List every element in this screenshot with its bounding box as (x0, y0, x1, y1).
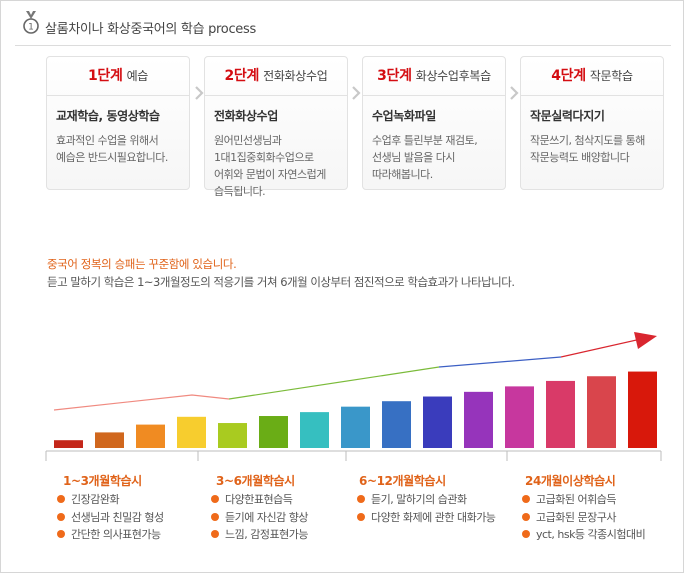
bullet-icon (357, 495, 365, 503)
bullet-icon (57, 530, 65, 538)
step-number: 2단계 (224, 68, 260, 84)
step-subtitle: 작문실력다지기 (530, 109, 605, 123)
step-card-3: 3단계 화상수업후복습 수업녹화파일 수업후 틀린부분 재검토, 선생님 발음을 … (362, 56, 506, 190)
trend-line-segment-1 (53, 394, 230, 411)
step-description: 수업후 틀린부분 재검토, 선생님 발음을 다시 따라해봅니다. (372, 134, 478, 181)
chart-bar-2 (95, 432, 124, 448)
phase-title-3: 6~12개월학습시 (359, 474, 446, 488)
chart-bar-5 (218, 423, 247, 448)
step-card-4: 4단계 작문학습 작문실력다지기 작문쓰기, 첨삭지도를 통해 작문능력도 배양합… (520, 56, 664, 190)
chart-bar-7 (300, 412, 329, 448)
chart-bar-10 (423, 396, 452, 448)
step-header: 4단계 작문학습 (521, 57, 663, 96)
list-item: 다양한 화제에 관한 대화가능 (357, 509, 496, 527)
chart-bar-13 (546, 380, 575, 448)
step-subtitle: 전화화상수업 (214, 109, 278, 123)
chevron-right-icon (195, 86, 204, 100)
step-header: 3단계 화상수업후복습 (363, 57, 505, 96)
page-title: 살롬차이나 화상중국어의 학습 process (45, 22, 256, 37)
step-name: 예습 (126, 69, 149, 83)
phase-title-1: 1~3개월학습시 (63, 474, 142, 488)
trend-line-segment-2 (228, 366, 440, 400)
list-item: 고급화된 어휘습득 (522, 491, 645, 509)
phase-list-3: 듣기, 말하기의 습관화 다양한 화제에 관한 대화가능 (357, 491, 496, 527)
bullet-icon (211, 495, 219, 503)
phase-separators (45, 451, 662, 461)
list-item: 긴장감완화 (57, 491, 164, 509)
list-item: 고급화된 문장구사 (522, 509, 645, 527)
chart-bar-3 (136, 424, 165, 448)
chart-bar-4 (177, 416, 206, 448)
svg-text:1: 1 (28, 23, 34, 33)
phase-list-1: 긴장감완화 선생님과 친밀감 형성 간단한 의사표현가능 (57, 491, 164, 544)
step-header: 2단계 전화화상수업 (205, 57, 347, 96)
list-item: 듣기, 말하기의 습관화 (357, 491, 495, 509)
list-item: 선생님과 친밀감 형성 (57, 509, 164, 527)
list-item: 듣기에 자신감 향상 (211, 509, 308, 527)
intro-highlight: 중국어 정복의 승패는 꾸준함에 있습니다. (47, 257, 237, 271)
chart-bar-1 (54, 440, 83, 448)
bullet-icon (57, 512, 65, 521)
chart-bar-11 (464, 391, 493, 448)
bullet-icon (522, 495, 530, 503)
phase-list-2: 다양한표현습득 듣기에 자신감 향상 느낌, 감정표현가능 (211, 491, 308, 544)
list-item: 간단한 의사표현가능 (57, 526, 164, 544)
step-name: 작문학습 (589, 69, 633, 83)
trend-line-segment-3 (438, 356, 562, 368)
phase-list-4: 고급화된 어휘습득 고급화된 문장구사 yct, hsk등 각종시험대비 (522, 491, 646, 544)
chart-bar-8 (341, 406, 370, 448)
step-description: 효과적인 수업을 위해서 예습은 반드시필요합니다. (56, 134, 168, 164)
list-item: 느낌, 감정표현가능 (211, 526, 308, 544)
step-name: 전화화상수업 (263, 69, 328, 83)
list-item: 다양한표현습득 (211, 491, 308, 509)
step-number: 3단계 (377, 68, 412, 84)
step-subtitle: 교재학습, 동영상학습 (56, 109, 160, 123)
chevron-right-icon (510, 86, 519, 100)
phase-title-4: 24개월이상학습시 (525, 474, 616, 488)
bullet-icon (211, 530, 219, 538)
step-header: 1단계 예습 (47, 57, 189, 96)
bullet-icon (357, 512, 365, 521)
list-item: yct, hsk등 각종시험대비 (522, 526, 646, 544)
chart-bar-12 (505, 386, 534, 448)
chevron-right-icon (352, 86, 361, 100)
bullet-icon (522, 530, 530, 538)
medal-icon: 1 (23, 11, 39, 34)
intro-text: 듣고 말하기 학습은 1~3개월정도의 적응기를 거쳐 6개월 이상부터 점진적… (47, 275, 515, 289)
chart-bar-15 (628, 371, 657, 448)
trend-line-segment-4 (560, 338, 642, 358)
trend-arrowhead (634, 332, 657, 349)
chart-bar-14 (587, 376, 616, 448)
header-divider (15, 45, 671, 46)
bullet-icon (522, 512, 530, 521)
chart-bar-9 (382, 401, 411, 448)
step-card-2: 2단계 전화화상수업 전화화상수업 원어민선생님과 1대1집중회화수업으로 어휘와… (204, 56, 348, 198)
bullet-icon (57, 495, 65, 503)
chart-bar-6 (259, 416, 288, 448)
step-number: 1단계 (87, 68, 123, 84)
step-card-1: 1단계 예습 교재학습, 동영상학습 효과적인 수업을 위해서 예습은 반드시필요… (46, 56, 190, 190)
step-number: 4단계 (551, 68, 586, 84)
phase-title-2: 3~6개월학습시 (216, 474, 295, 488)
step-description: 원어민선생님과 1대1집중회화수업으로 어휘와 문법이 자연스럽게 습득됩니다. (214, 134, 326, 198)
bullet-icon (211, 512, 219, 521)
step-description: 작문쓰기, 첨삭지도를 통해 작문능력도 배양합니다 (530, 134, 645, 164)
step-name: 화상수업후복습 (415, 69, 491, 83)
step-subtitle: 수업녹화파일 (372, 109, 436, 123)
